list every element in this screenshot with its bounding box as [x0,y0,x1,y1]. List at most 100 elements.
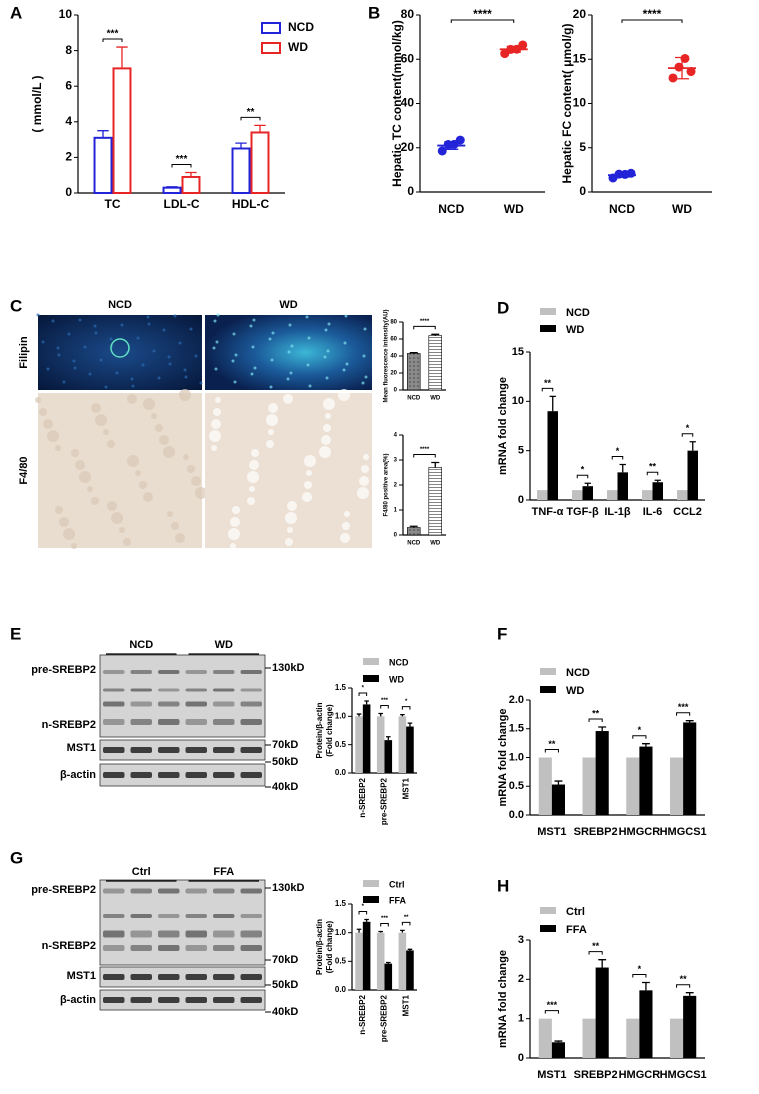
texture [73,366,77,370]
significance: * [362,904,365,910]
texture [228,528,240,540]
bar [639,990,653,1058]
y-tick-label: 1.0 [335,928,347,937]
band [158,997,180,1003]
bar [376,932,385,990]
texture [340,533,350,543]
band [240,772,262,778]
band [240,914,262,918]
y-tick-label: 2 [65,150,72,164]
bar [582,486,593,500]
y-tick-label: 15 [512,346,524,358]
column-label: WD [279,299,297,311]
error-bar [642,981,650,991]
y-axis-title: mRNA fold change [497,950,509,1048]
texture [43,419,53,429]
y-axis-title: mRNA fold change [497,709,509,807]
error-bar [407,948,413,951]
error-bar [598,726,607,732]
x-tick-label: HMGCS1 [660,826,707,838]
error-bar [642,743,650,747]
y-tick-label: 1.5 [335,899,347,908]
band [185,719,207,725]
significance-bracket [380,705,389,709]
texture [213,408,221,416]
texture [155,424,163,432]
band [213,747,235,753]
blot-row-label: pre-SREBP2 [31,664,96,676]
x-tick-label: MST1 [537,826,566,838]
texture [167,511,173,517]
point [680,53,690,63]
bar [537,490,548,500]
x-tick-label: pre-SREBP2 [380,994,389,1042]
x-tick-label: SREBP2 [574,1069,618,1081]
bar [428,467,442,536]
significance-bracket [450,19,515,23]
y-tick-label: 0 [394,533,398,539]
x-tick-label: IL-1β [604,506,631,518]
x-tick-label: HMGCR [619,826,661,838]
texture [189,327,193,331]
micrograph [38,315,202,390]
group-label: WD [215,639,233,651]
band [103,701,125,707]
texture [232,506,240,514]
significance-bracket [102,38,123,43]
panel-letter: B [368,3,380,22]
band [185,747,207,753]
band [130,974,152,980]
size-marker: 50kD [272,979,298,991]
bar [538,757,552,815]
significance: **** [643,7,662,21]
y-tick-label: 10 [573,96,587,110]
texture [143,398,155,410]
texture [327,322,331,326]
size-marker: 130kD [272,662,304,674]
texture [250,372,254,376]
significance-bracket [676,712,691,716]
band [103,670,125,674]
band [158,930,180,938]
band [185,688,207,692]
significance-bracket [576,474,589,479]
texture [306,363,310,367]
blot [99,763,266,787]
error-bar [185,171,197,177]
error-bar [409,351,418,354]
error-bar [685,720,694,723]
texture [71,449,79,457]
texture [234,353,238,357]
band [185,701,207,707]
texture [130,377,134,381]
texture [338,389,350,401]
texture [83,345,87,349]
blot-row-label: β-actin [60,769,96,781]
point [668,73,678,83]
texture [323,398,335,410]
panel-letter: C [10,296,22,315]
band [185,930,207,938]
significance-bracket [171,164,192,168]
band [240,997,262,1003]
bar [547,411,558,500]
legend-label: FFA [566,924,587,936]
blot-row-label: MST1 [67,742,96,754]
texture [55,506,63,514]
texture [35,397,41,403]
y-tick-label: 8 [65,43,72,57]
error-bar [615,172,629,178]
bar [355,932,363,990]
blot [99,879,266,966]
y-tick-label: 2 [518,973,524,985]
texture [139,481,147,489]
texture [199,381,203,385]
bar [582,757,596,815]
legend-label: NCD [566,667,590,679]
texture [324,328,328,332]
error-bar [116,46,128,69]
band [103,747,125,753]
texture [266,414,278,426]
significance: *** [381,916,389,922]
y-tick-label: 20 [573,7,587,21]
